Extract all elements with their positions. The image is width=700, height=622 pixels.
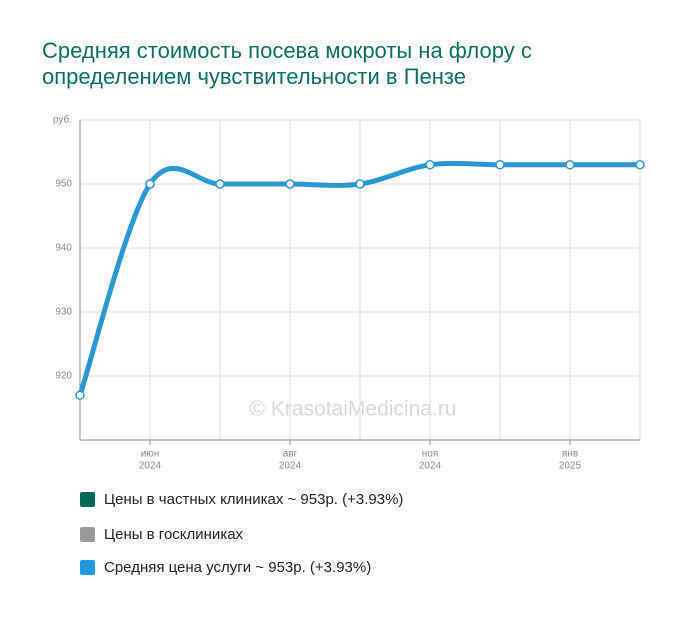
legend-label: Средняя цена услуги ~ 953р. (+3.93%): [104, 559, 371, 576]
y-tick-label: 920: [55, 371, 72, 382]
legend-label: Цены в частных клиниках ~ 953р. (+3.93%): [104, 491, 403, 508]
point: [425, 160, 435, 170]
point: [495, 160, 505, 170]
chart-title: Средняя стоимость посева мокроты на флор…: [42, 38, 532, 63]
x-tick-label: 2024: [419, 461, 442, 472]
x-tick-label: 2024: [279, 461, 302, 472]
point: [635, 160, 645, 170]
x-tick-label: 2025: [559, 461, 582, 472]
point: [75, 390, 85, 400]
chart-title: определением чувствительности в Пензе: [42, 64, 466, 89]
legend-swatch: [80, 527, 95, 542]
x-tick-label: июн: [141, 449, 160, 460]
x-tick-label: 2024: [139, 461, 162, 472]
point: [285, 179, 295, 189]
point: [145, 179, 155, 189]
x-tick-label: авг: [283, 449, 298, 460]
y-tick-label: 930: [55, 307, 72, 318]
legend-label: Цены в госклиниках: [104, 526, 244, 543]
watermark: © KrasotaiMedicina.ru: [250, 398, 457, 421]
point: [215, 179, 225, 189]
x-tick-label: ноя: [422, 449, 439, 460]
y-tick-label: 950: [55, 179, 72, 190]
x-tick-label: янв: [562, 449, 578, 460]
legend-swatch: [80, 560, 95, 575]
legend-swatch: [80, 492, 95, 507]
y-tick-label: 940: [55, 243, 72, 254]
point: [565, 160, 575, 170]
y-unit: руб.: [53, 114, 72, 126]
point: [355, 179, 365, 189]
